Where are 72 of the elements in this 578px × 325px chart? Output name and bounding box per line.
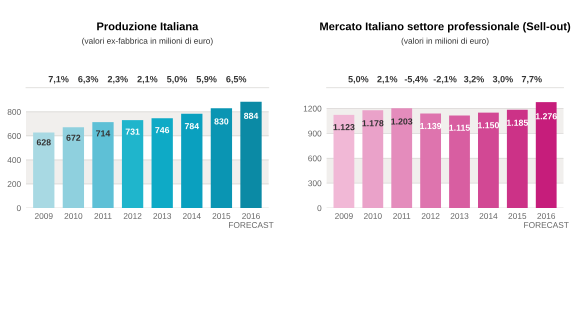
x-tick-label: 2012 — [124, 213, 142, 219]
y-tick-label: 200 — [8, 181, 21, 188]
y-tick-label: 0 — [16, 205, 21, 212]
x-tick-label: 2010 — [364, 213, 382, 219]
y-tick-label: 900 — [308, 130, 322, 136]
bar — [391, 108, 412, 208]
text: 6,5% — [226, 76, 246, 84]
x-tick-label: 2012 — [422, 213, 440, 219]
text: -2,1% — [434, 76, 457, 84]
bar — [181, 114, 202, 208]
bar — [536, 102, 557, 208]
bar — [92, 122, 114, 208]
bar — [240, 102, 262, 208]
bar — [62, 127, 84, 208]
data-label: 884 — [244, 112, 258, 119]
x-tick-label: 2011 — [393, 213, 410, 219]
data-label: 731 — [126, 128, 140, 135]
bar — [210, 108, 232, 208]
text: 5,9% — [196, 76, 217, 84]
chart-title: Produzione Italiana — [97, 22, 198, 30]
text: 5,0% — [348, 76, 368, 84]
bar — [449, 116, 470, 208]
bar — [506, 110, 528, 208]
x-tick-label: 2014 — [480, 213, 498, 219]
data-label: 1.203 — [391, 118, 412, 125]
bar — [33, 132, 54, 208]
y-tick-label: 600 — [8, 133, 21, 139]
data-label: 746 — [155, 127, 170, 134]
data-label: 1.178 — [362, 120, 384, 126]
bar — [420, 114, 442, 208]
x-tick-label: 2014 — [182, 213, 201, 219]
x-tick-label: 2009 — [34, 213, 53, 219]
data-label: 1.150 — [478, 122, 499, 128]
y-tick-label: 1200 — [304, 106, 322, 112]
text: 3,2% — [464, 76, 484, 84]
data-label: 1.123 — [334, 124, 355, 130]
text: 5,0% — [166, 76, 188, 84]
x-tick-label: 2016 FORECAST — [229, 213, 274, 228]
x-tick-label: 2009 — [335, 213, 353, 219]
text: 7,1% — [48, 76, 69, 84]
text: -5,4% — [404, 76, 428, 84]
data-label: 830 — [214, 118, 228, 125]
x-tick-label: 2011 — [94, 213, 112, 219]
chart-subtitle: (valori ex-fabbrica in milioni di euro) — [82, 38, 213, 46]
bar — [122, 120, 144, 208]
x-tick-label: 2013 — [153, 213, 172, 219]
x-tick-label: 2010 — [64, 213, 82, 219]
bar — [334, 114, 354, 208]
x-tick-label: 2015 — [212, 213, 230, 219]
x-tick-label: 2015 — [508, 213, 526, 219]
bar — [478, 112, 499, 208]
data-label: 714 — [96, 130, 110, 136]
text: 2,1% — [137, 76, 158, 84]
y-tick-label: 600 — [308, 155, 322, 162]
data-label: 672 — [66, 134, 80, 141]
chart-title: Mercato Italiano settore professionale (Sell-out) — [320, 22, 570, 32]
data-label: 1.115 — [449, 124, 470, 131]
text: 2,1% — [377, 76, 398, 84]
text: 2,3% — [108, 76, 128, 84]
chart-subtitle: (valori in milioni di euro) — [402, 38, 489, 46]
data-label: 784 — [184, 123, 200, 130]
text: 7,7% — [522, 76, 542, 84]
y-tick-label: 300 — [308, 180, 322, 186]
bar — [152, 118, 173, 208]
bar — [362, 110, 384, 208]
x-tick-label: 2013 — [450, 213, 468, 219]
data-label: 628 — [36, 139, 51, 146]
y-tick-label: 0 — [317, 205, 322, 212]
text: 6,3% — [78, 76, 98, 84]
y-tick-label: 800 — [8, 109, 21, 115]
text: 3,0% — [492, 76, 513, 84]
y-tick-label: 400 — [7, 157, 21, 163]
